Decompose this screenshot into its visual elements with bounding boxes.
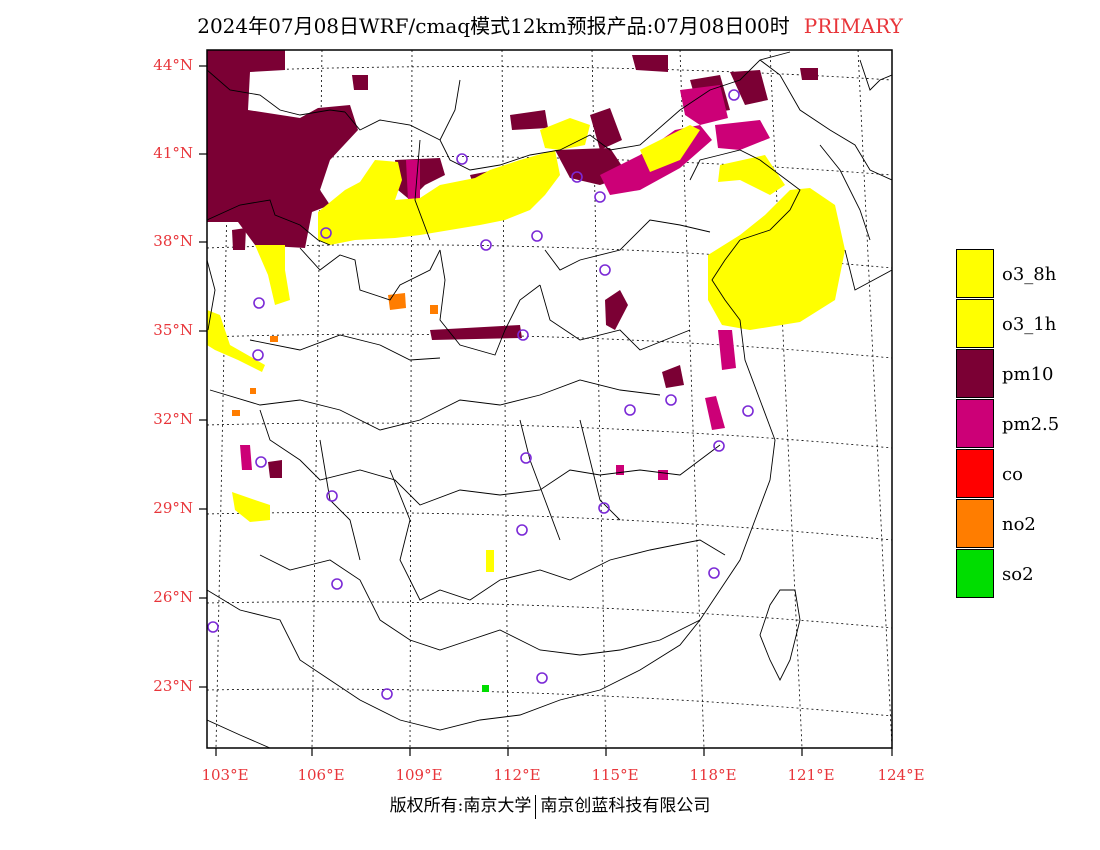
o3-field (207, 118, 845, 572)
lon-label-109e: 109°E (395, 766, 443, 784)
legend-label: pm2.5 (1002, 414, 1060, 435)
axis-ticks (199, 65, 893, 756)
station-marker (624, 404, 636, 416)
lat-label-44n: 44°N (153, 56, 193, 74)
lat-label-32n: 32°N (153, 410, 193, 428)
legend-label: no2 (1002, 514, 1036, 535)
copyright-left: 版权所有:南京大学 (389, 796, 532, 816)
station-marker (381, 688, 393, 700)
so2-field (482, 685, 489, 692)
station-marker (665, 394, 677, 406)
copyright-right: 南京创蓝科技有限公司 (540, 796, 711, 816)
station-marker (598, 502, 610, 514)
station-marker (320, 227, 332, 239)
station-marker (516, 524, 528, 536)
station-marker (253, 297, 265, 309)
lon-label-103e: 103°E (201, 766, 249, 784)
station-marker (531, 230, 543, 242)
station-marker (207, 621, 219, 633)
station-marker (708, 567, 720, 579)
lat-label-38n: 38°N (153, 232, 193, 250)
legend-swatch (956, 349, 994, 398)
station-marker (252, 349, 264, 361)
station-marker (599, 264, 611, 276)
footer-divider (535, 794, 537, 819)
station-marker (536, 672, 548, 684)
station-marker (594, 191, 606, 203)
lat-label-41n: 41°N (153, 144, 193, 162)
legend-label: o3_1h (1002, 314, 1057, 335)
lon-label-115e: 115°E (591, 766, 639, 784)
legend-swatch (956, 399, 994, 448)
station-marker (255, 456, 267, 468)
lon-label-112e: 112°E (493, 766, 541, 784)
primary-tag: PRIMARY (803, 14, 903, 38)
map-title: 2024年07月08日WRF/cmaq模式12km预报产品:07月08日00时 P… (0, 10, 1100, 39)
legend-swatch (956, 549, 994, 598)
lon-label-124e: 124°E (877, 766, 925, 784)
station-marker (326, 490, 338, 502)
station-marker (728, 89, 740, 101)
lat-label-35n: 35°N (153, 321, 193, 339)
station-marker (331, 578, 343, 590)
station-marker (713, 440, 725, 452)
station-marker (480, 239, 492, 251)
legend-label: so2 (1002, 564, 1034, 585)
station-marker (456, 153, 468, 165)
lat-label-29n: 29°N (153, 499, 193, 517)
map-frame (206, 49, 893, 749)
lon-label-106e: 106°E (297, 766, 345, 784)
station-marker (517, 329, 529, 341)
legend-label: pm10 (1002, 364, 1054, 385)
copyright-footer: 版权所有:南京大学 南京创蓝科技有限公司 (0, 791, 1100, 819)
station-marker (571, 171, 583, 183)
lon-label-118e: 118°E (689, 766, 737, 784)
lat-label-26n: 26°N (153, 588, 193, 606)
monitoring-stations (207, 89, 754, 700)
legend-swatch (956, 449, 994, 498)
legend-label: co (1002, 464, 1023, 485)
legend-swatch (956, 499, 994, 548)
station-marker (742, 405, 754, 417)
no2-field (232, 293, 438, 416)
lon-label-121e: 121°E (787, 766, 835, 784)
legend-swatch (956, 249, 994, 298)
title-text: 2024年07月08日WRF/cmaq模式12km预报产品:07月08日00时 (197, 14, 790, 38)
lat-label-23n: 23°N (153, 677, 193, 695)
boundaries (207, 51, 892, 748)
legend-label: o3_8h (1002, 264, 1057, 285)
station-marker (520, 452, 532, 464)
legend-swatch (956, 299, 994, 348)
